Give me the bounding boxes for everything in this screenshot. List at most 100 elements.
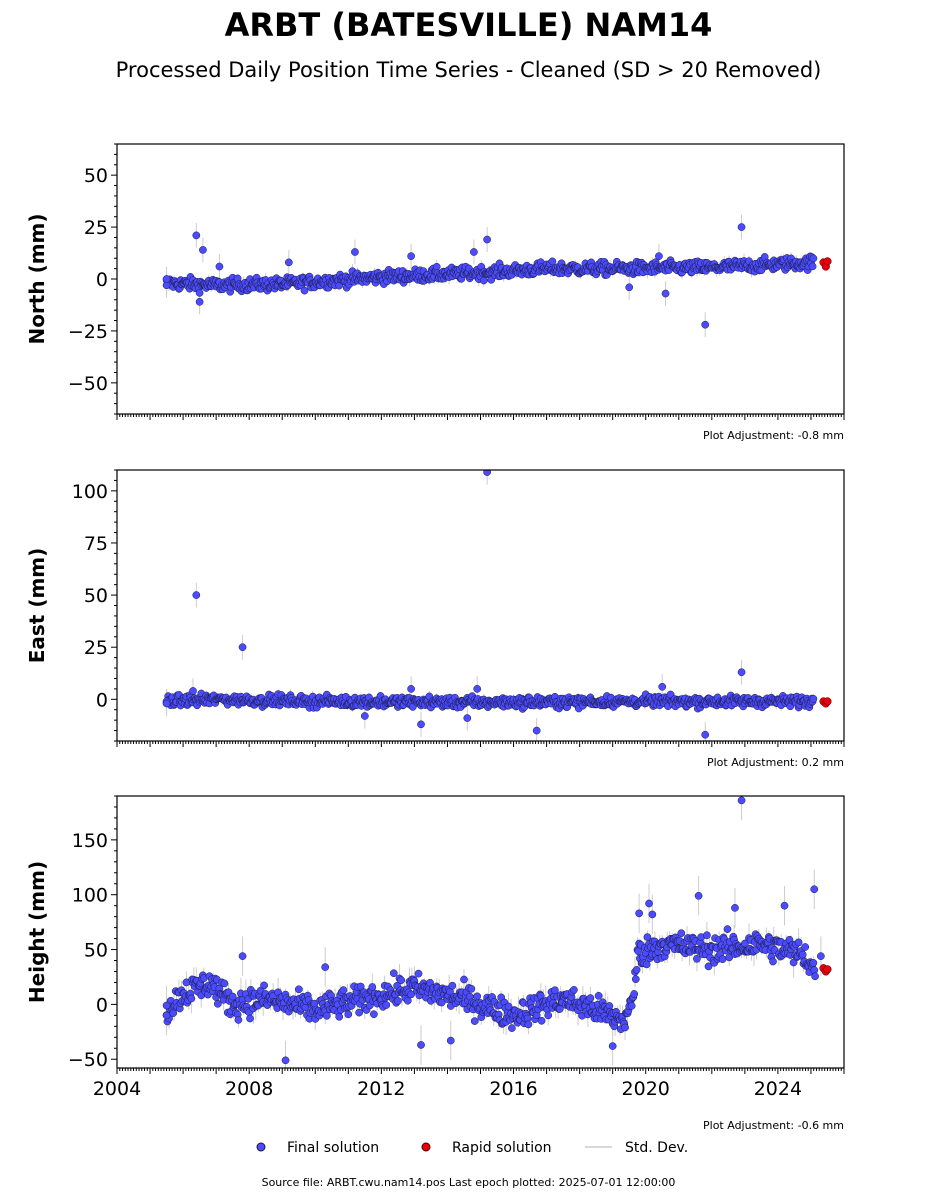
legend-stddev-label: Std. Dev. bbox=[625, 1140, 688, 1156]
data-point bbox=[234, 1016, 243, 1024]
outlier-point bbox=[192, 231, 201, 240]
outlier-point bbox=[483, 235, 491, 244]
data-point bbox=[407, 990, 415, 999]
outlier-point bbox=[417, 720, 425, 729]
outlier-point bbox=[532, 726, 541, 735]
x-tick-label: 2024 bbox=[754, 1078, 802, 1100]
data-point bbox=[632, 966, 641, 974]
data-point bbox=[718, 955, 727, 964]
outlier-point bbox=[238, 643, 247, 652]
series-area bbox=[162, 214, 832, 338]
data-point bbox=[460, 975, 468, 984]
outlier-point bbox=[281, 1056, 290, 1065]
y-axis: −50 −25 0 25 50 bbox=[68, 143, 117, 415]
outlier-point bbox=[694, 891, 703, 900]
data-point bbox=[504, 1002, 513, 1011]
y-axis: 0 25 50 75 100 bbox=[72, 469, 117, 742]
data-point bbox=[551, 986, 559, 995]
final-solution-points bbox=[162, 470, 818, 739]
data-point bbox=[725, 953, 734, 962]
data-point bbox=[703, 931, 711, 940]
y-tick-label: 150 bbox=[72, 830, 108, 852]
x-tick-label: 2020 bbox=[622, 1078, 670, 1100]
data-point bbox=[220, 979, 229, 988]
data-point bbox=[322, 1011, 331, 1020]
outlier-point bbox=[737, 668, 746, 677]
outlier-point bbox=[417, 1041, 425, 1049]
outlier-point bbox=[635, 909, 643, 918]
data-point bbox=[798, 950, 807, 959]
legend-final-label: Final solution bbox=[287, 1140, 379, 1156]
x-axis: 2004 2008 2012 2016 2020 2024 bbox=[93, 1068, 845, 1100]
x-axis bbox=[116, 414, 845, 420]
data-point bbox=[370, 1010, 378, 1019]
data-point bbox=[723, 925, 732, 933]
data-point bbox=[594, 991, 603, 1000]
outlier-point bbox=[162, 699, 171, 708]
y-tick-label: 100 bbox=[72, 885, 108, 907]
data-point bbox=[524, 1020, 533, 1029]
data-point bbox=[470, 1017, 479, 1025]
data-point bbox=[473, 992, 482, 1001]
rapid-point bbox=[823, 965, 832, 974]
y-tick-label: 50 bbox=[84, 940, 108, 962]
data-point bbox=[382, 1001, 391, 1009]
outlier-point bbox=[463, 714, 472, 722]
outlier-point bbox=[192, 591, 201, 599]
final-solution-points bbox=[162, 796, 825, 1065]
plot-adjustment-note: Plot Adjustment: 0.2 mm bbox=[707, 756, 844, 769]
outlier-point bbox=[162, 1011, 171, 1020]
data-point bbox=[809, 694, 818, 703]
outlier-point bbox=[162, 275, 171, 283]
x-tick-label: 2016 bbox=[489, 1078, 537, 1100]
plot-adjustment-note: Plot Adjustment: -0.8 mm bbox=[703, 429, 844, 442]
outlier-point bbox=[701, 730, 710, 739]
y-tick-label: 50 bbox=[84, 585, 108, 607]
data-point bbox=[260, 981, 268, 990]
outlier-point bbox=[608, 1042, 617, 1050]
panel-2: 0 25 50 75 100 East (mm) Plot Adjustment: 0.2 … bbox=[25, 469, 845, 769]
outlier-point bbox=[284, 258, 293, 267]
rapid-solution-points bbox=[819, 964, 832, 976]
x-tick-label: 2008 bbox=[225, 1078, 273, 1100]
y-tick-label: 50 bbox=[84, 165, 108, 187]
y-tick-label: 75 bbox=[84, 533, 108, 555]
outlier-point bbox=[238, 952, 247, 960]
data-point bbox=[809, 959, 818, 967]
x-tick-label: 2012 bbox=[357, 1078, 405, 1100]
legend: Final solution Rapid solution Std. Dev. bbox=[256, 1140, 688, 1156]
outlier-point bbox=[470, 248, 478, 256]
outlier-point bbox=[648, 910, 657, 919]
data-point bbox=[389, 969, 398, 978]
data-point bbox=[356, 982, 365, 991]
outlier-point bbox=[473, 685, 482, 693]
outlier-point bbox=[162, 1001, 171, 1010]
data-point bbox=[195, 289, 204, 297]
outlier-point bbox=[360, 712, 369, 720]
data-point bbox=[642, 960, 651, 969]
series-area bbox=[162, 796, 832, 1068]
rapid-point bbox=[823, 257, 832, 266]
outlier-point bbox=[407, 685, 415, 693]
rapid-point bbox=[823, 697, 832, 706]
y-axis-label: Height (mm) bbox=[25, 861, 49, 1003]
chart-subtitle: Processed Daily Position Time Series - C… bbox=[115, 58, 822, 82]
data-point bbox=[794, 938, 803, 947]
data-point bbox=[544, 1011, 553, 1020]
outlier-point bbox=[195, 297, 204, 306]
data-point bbox=[630, 990, 639, 998]
legend-rapid-label: Rapid solution bbox=[452, 1140, 552, 1156]
x-axis bbox=[116, 741, 845, 747]
data-point bbox=[811, 972, 819, 981]
outlier-point bbox=[407, 252, 415, 261]
data-point bbox=[467, 984, 476, 993]
plot-adjustment-note: Plot Adjustment: -0.6 mm bbox=[703, 1119, 844, 1132]
data-point bbox=[355, 1008, 363, 1017]
stddev-bars bbox=[166, 796, 822, 1068]
data-point bbox=[508, 1024, 516, 1032]
data-point bbox=[368, 983, 377, 991]
outlier-point bbox=[189, 687, 197, 695]
outlier-point bbox=[645, 899, 653, 908]
